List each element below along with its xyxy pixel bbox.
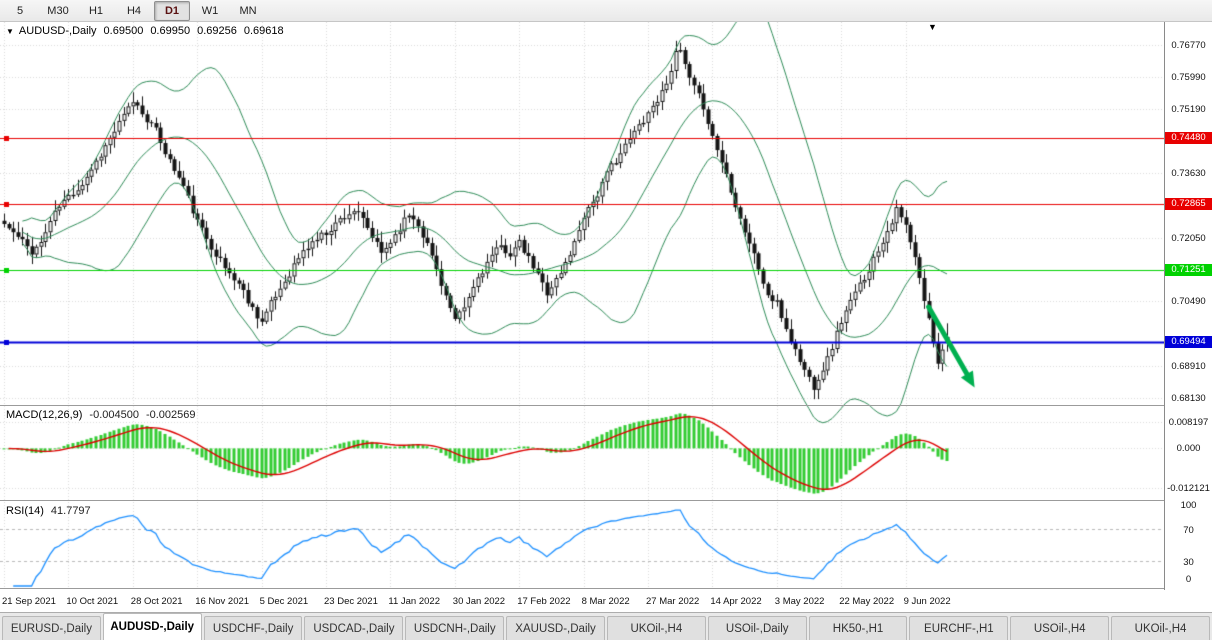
date-axis-label: 10 Oct 2021 <box>66 596 119 607</box>
timeframe-button-m30[interactable]: M30 <box>47 4 69 17</box>
date-axis-label: 27 Mar 2022 <box>646 596 700 607</box>
date-axis-label: 23 Dec 2021 <box>324 596 378 607</box>
chart-window: ▼ AUDUSD-,Daily 0.69500 0.69950 0.69256 … <box>0 22 1212 612</box>
date-axis-label: 11 Jan 2022 <box>388 596 440 607</box>
ohlc-open: 0.69500 <box>103 25 144 37</box>
rsi-title: RSI(14) <box>6 505 44 517</box>
timeframe-button-mn[interactable]: MN <box>239 4 257 17</box>
macd-axis-label: -0.012121 <box>1167 483 1210 495</box>
panel-divider-dates <box>0 588 1212 589</box>
date-axis-label: 17 Feb 2022 <box>517 596 571 607</box>
timeframe-button-5[interactable]: 5 <box>16 4 24 17</box>
chart-tab-usoil-h4[interactable]: USOil-,H4 <box>1010 616 1110 640</box>
chart-tab-eurusd-daily[interactable]: EURUSD-,Daily <box>2 616 101 640</box>
chart-tab-usoil-daily[interactable]: USOil-,Daily <box>707 616 807 640</box>
price-axis-label: 0.73630 <box>1171 168 1206 180</box>
price-axis-label: 0.72050 <box>1171 232 1206 244</box>
price-axis-label: 0.76770 <box>1171 39 1206 51</box>
price-level-tag: 0.71251 <box>1165 264 1212 277</box>
date-axis-label: 30 Jan 2022 <box>452 596 506 607</box>
panel-divider-rsi[interactable] <box>0 500 1212 501</box>
symbol-dropdown-icon[interactable]: ▼ <box>6 26 14 36</box>
macd-main-value: -0.004500 <box>89 409 139 421</box>
price-level-tag: 0.74480 <box>1165 132 1212 145</box>
chart-tab-audusd-daily[interactable]: AUDUSD-,Daily <box>102 613 202 640</box>
date-axis-label: 8 Mar 2022 <box>581 596 630 607</box>
rsi-axis-label: 100 <box>1180 500 1197 511</box>
price-axis[interactable]: 0.76770 0.75990 0.75190 0.73630 0.72050 0.704… <box>1164 22 1212 590</box>
rsi-axis-label: 30 <box>1183 557 1194 569</box>
price-axis-label: 0.75190 <box>1171 104 1206 116</box>
price-axis-label: 0.68130 <box>1171 392 1206 404</box>
timeframe-toolbar: 5 M30 H1 H4 D1 W1 MN <box>0 0 1212 22</box>
chart-tabbar: EURUSD-,Daily AUDUSD-,Daily USDCHF-,Daily U… <box>0 612 1212 640</box>
macd-signal-value: -0.002569 <box>145 409 196 421</box>
price-chart-canvas[interactable] <box>0 22 1164 590</box>
time-axis[interactable]: 21 Sep 2021 10 Oct 2021 28 Oct 2021 16 Nov … <box>0 590 1212 612</box>
date-axis-label: 3 May 2022 <box>774 596 825 607</box>
timeframe-button-h1[interactable]: H1 <box>88 4 104 17</box>
chart-tab-usdchf-daily[interactable]: USDCHF-,Daily <box>203 616 303 640</box>
chart-tab-xauusd-daily[interactable]: XAUUSD-,Daily <box>506 616 605 640</box>
price-axis-label: 0.70490 <box>1171 296 1206 308</box>
timeframe-button-w1[interactable]: W1 <box>201 4 219 17</box>
price-level-tag: 0.69494 <box>1165 335 1212 348</box>
chart-tab-usdcad-daily[interactable]: USDCAD-,Daily <box>304 616 404 640</box>
macd-axis-label: 0.000 <box>1176 443 1201 455</box>
chart-tab-eurchf-h1[interactable]: EURCHF-,H1 <box>909 616 1009 640</box>
chart-tab-ukoil-h4[interactable]: UKOil-,H4 <box>1111 616 1210 640</box>
chart-tab-hk50-h1[interactable]: HK50-,H1 <box>808 616 908 640</box>
date-axis-label: 5 Dec 2021 <box>259 596 309 607</box>
macd-axis-label: 0.008197 <box>1168 416 1209 428</box>
chart-tab-ukoil-h4[interactable]: UKOil-,H4 <box>606 616 706 640</box>
rsi-axis-label: 70 <box>1183 524 1194 536</box>
date-axis-label: 21 Sep 2021 <box>2 596 56 607</box>
chart-tab-usdcnh-daily[interactable]: USDCNH-,Daily <box>405 616 505 640</box>
chart-symbol-label: AUDUSD-,Daily <box>18 25 97 37</box>
date-axis-label: 14 Apr 2022 <box>710 596 762 607</box>
timeframe-button-h4[interactable]: H4 <box>126 4 142 17</box>
date-axis-label: 16 Nov 2021 <box>195 596 250 607</box>
date-axis-label: 28 Oct 2021 <box>130 596 183 607</box>
rsi-axis-label: 0 <box>1185 574 1192 585</box>
ohlc-high: 0.69950 <box>150 25 191 37</box>
chart-shift-icon: ▼ <box>928 22 937 32</box>
chart-title: ▼ AUDUSD-,Daily 0.69500 0.69950 0.69256 … <box>6 25 284 37</box>
timeframe-button-d1[interactable]: D1 <box>154 0 190 21</box>
rsi-indicator-label: RSI(14) 41.7797 <box>6 505 91 517</box>
date-axis-label: 9 Jun 2022 <box>903 596 951 607</box>
price-axis-label: 0.68910 <box>1171 360 1206 372</box>
rsi-value: 41.7797 <box>50 505 91 517</box>
panel-divider-macd[interactable] <box>0 405 1212 406</box>
ohlc-low: 0.69256 <box>197 25 237 37</box>
ohlc-close: 0.69618 <box>243 25 284 37</box>
price-axis-label: 0.75990 <box>1171 71 1206 83</box>
macd-title: MACD(12,26,9) <box>6 409 83 421</box>
date-axis-label: 22 May 2022 <box>839 596 895 607</box>
price-level-tag: 0.72865 <box>1165 198 1212 211</box>
macd-indicator-label: MACD(12,26,9) -0.004500 -0.002569 <box>6 409 196 421</box>
